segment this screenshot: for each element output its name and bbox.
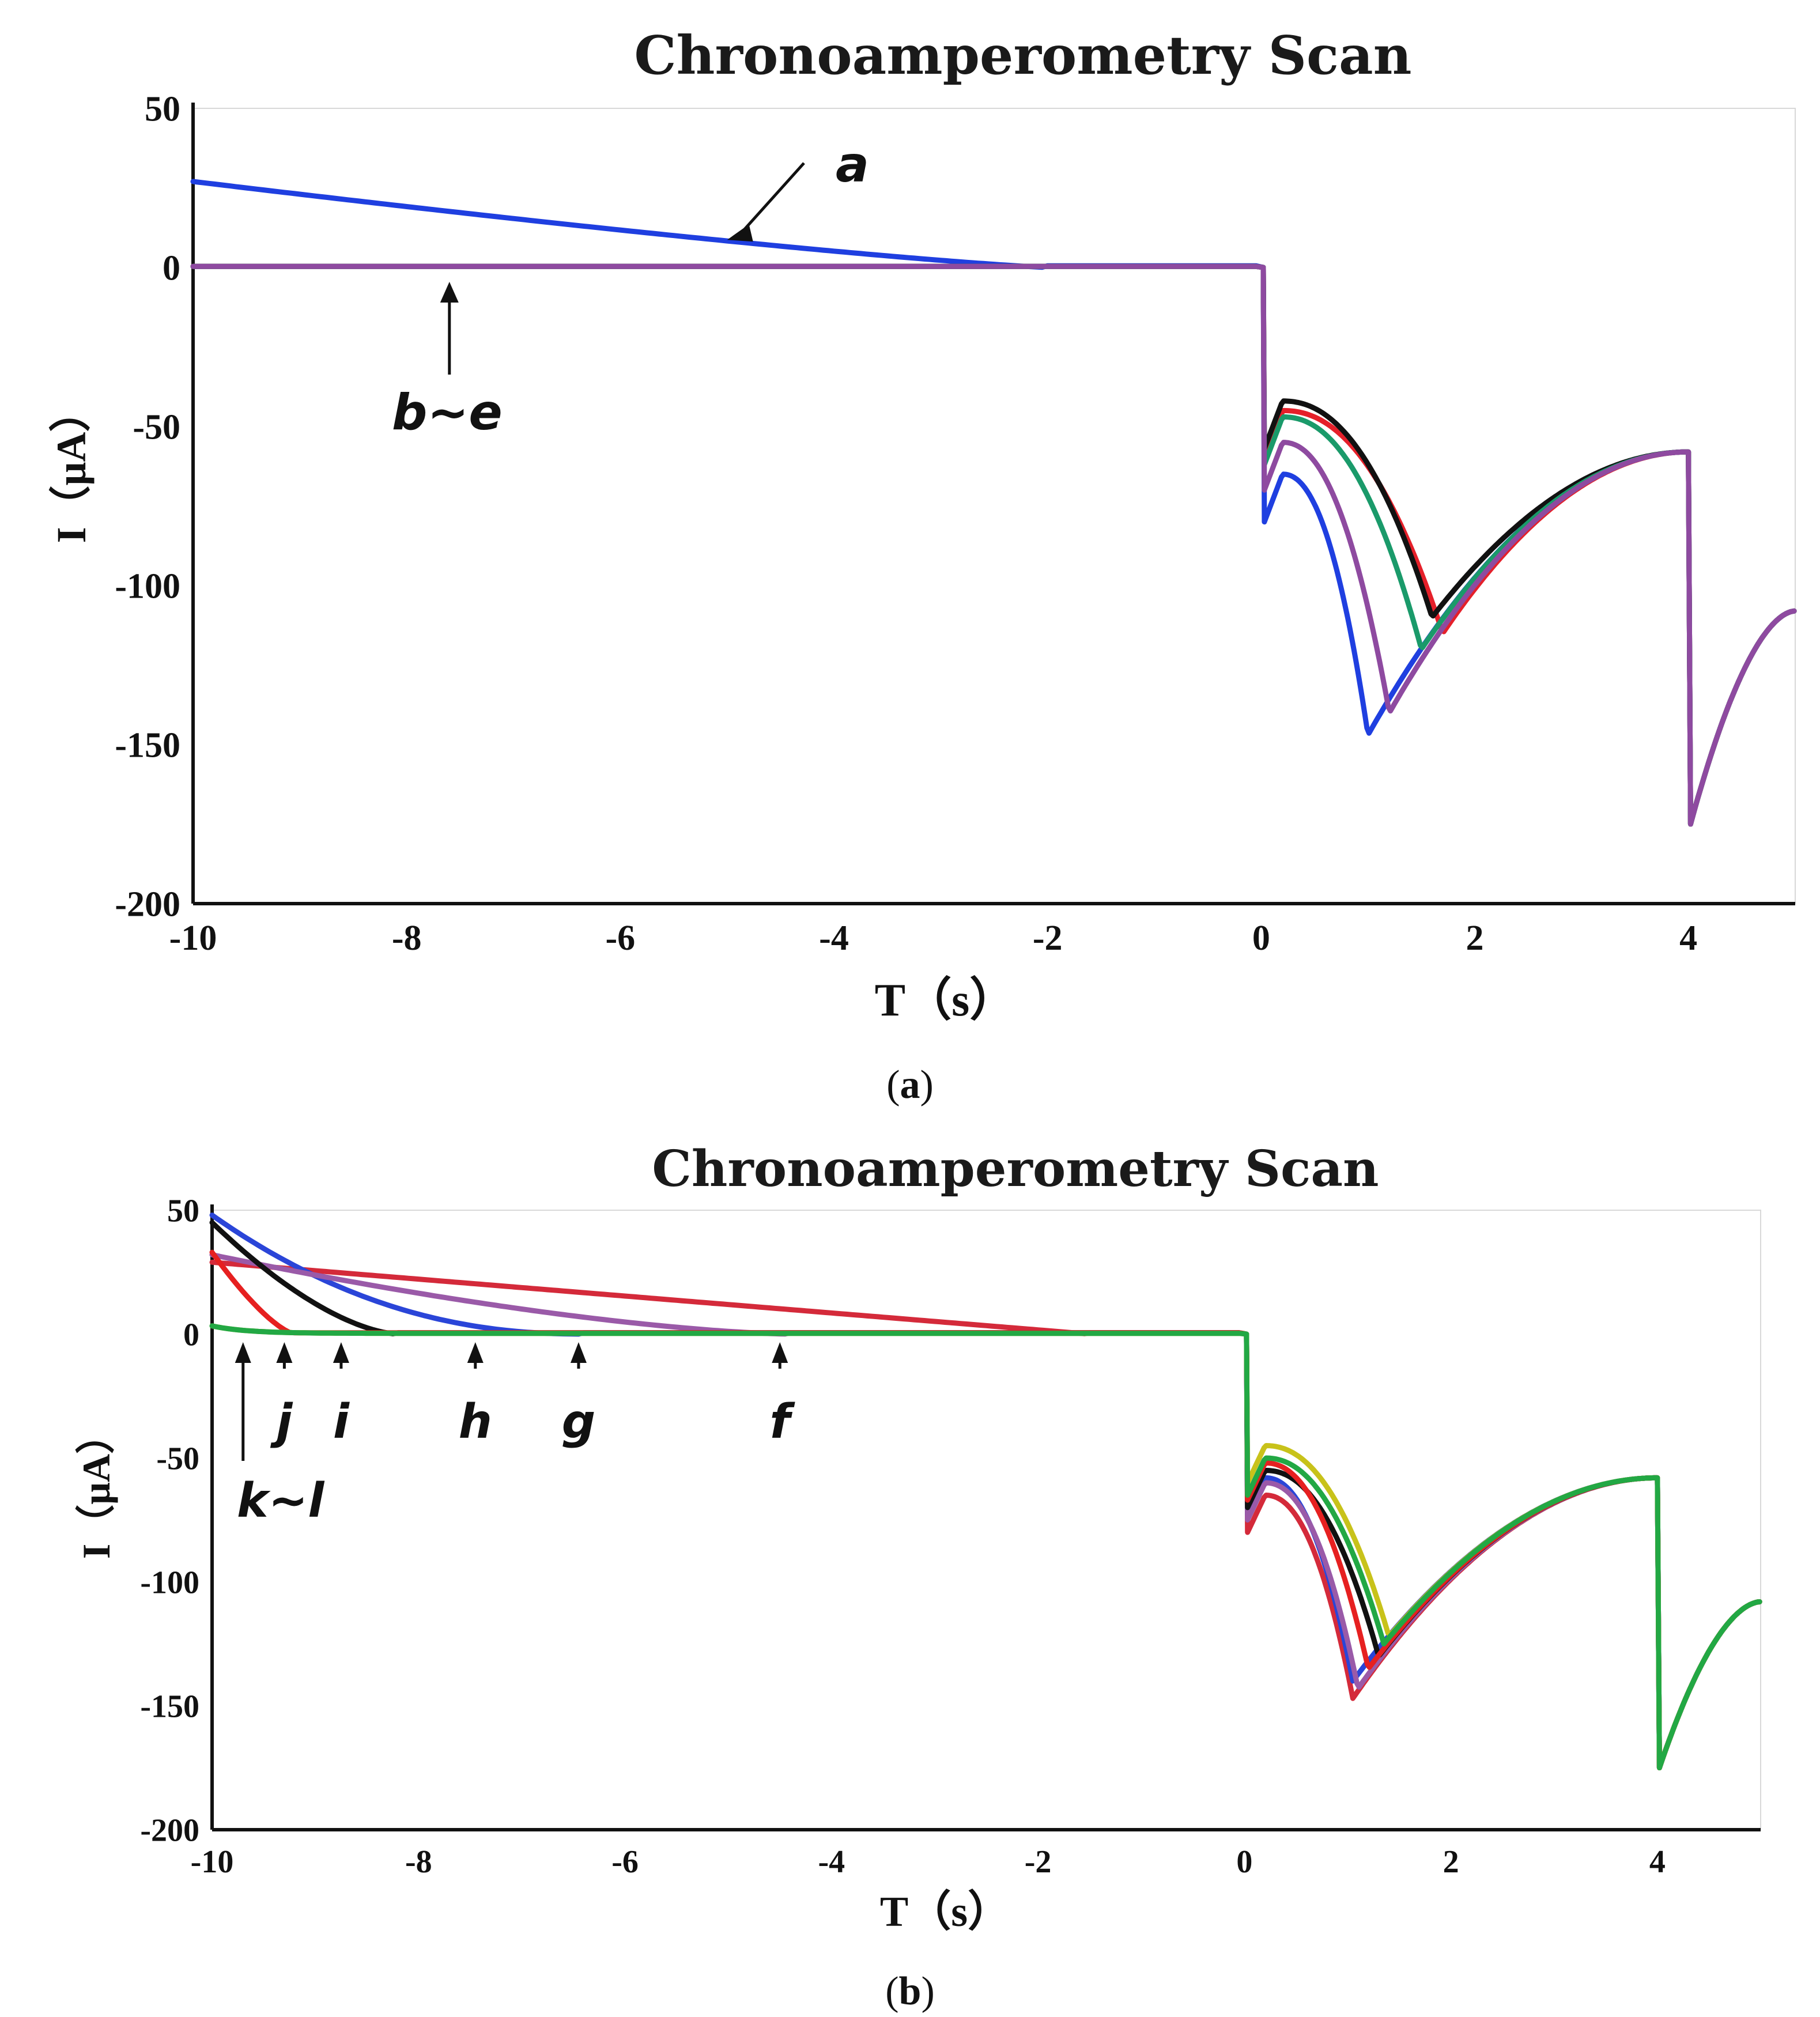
panel-b-title: Chronoamperometry Scan — [652, 1140, 1379, 1198]
plot-frame-light — [193, 108, 1796, 904]
y-tick-label: -200 — [140, 1813, 199, 1849]
series-line-b-e-2 — [190, 263, 1797, 827]
y-tick-label: -150 — [140, 1689, 199, 1725]
annotation-arrowhead-i — [333, 1342, 349, 1363]
annotation-arrowhead-f — [772, 1342, 788, 1363]
panel-b-caption: (b) — [885, 1969, 935, 2014]
annotation-label-g: g — [562, 1395, 596, 1449]
annotation-label-i: i — [333, 1395, 350, 1449]
y-tick-label: -50 — [133, 408, 180, 447]
annotation-label-k-l: k~l — [237, 1474, 325, 1528]
series-line-b-e-3 — [190, 263, 1797, 827]
x-tick-label: -6 — [611, 1844, 639, 1880]
annotation-arrowhead-g — [570, 1342, 587, 1363]
y-tick-label: 50 — [167, 1193, 199, 1229]
y-tick-label: -50 — [156, 1441, 199, 1477]
panel-b-caption-letter: b — [899, 1969, 922, 2014]
series-line-k-l-5 — [209, 1323, 1762, 1770]
annotation-arrowhead-h — [467, 1342, 484, 1363]
panel-b: Chronoamperometry Scan T（s） I（μA） -10 -8-… — [74, 1140, 1762, 2014]
x-tick-label: -6 — [606, 919, 636, 958]
x-tick-label: 4 — [1649, 1844, 1666, 1880]
annotation-label-j: j — [270, 1395, 293, 1449]
panel-a-ylabel: I（μA） — [48, 391, 95, 543]
x-tick-label: -8 — [405, 1844, 432, 1880]
annotation-label-a: a — [836, 136, 869, 194]
panel-a-xlabel: T（s） — [875, 975, 1016, 1026]
panel-b-xlabel: T（s） — [880, 1888, 1010, 1936]
series-line-b-e-4 — [190, 263, 1797, 827]
y-tick-label: 50 — [145, 90, 180, 129]
x-tick-label: 0 — [1252, 919, 1270, 958]
annotation-label-h: h — [459, 1395, 492, 1449]
panel-a-caption: (a) — [886, 1063, 934, 1107]
annotation-arrowhead-k-l — [235, 1342, 251, 1363]
annotation-arrow-a — [737, 162, 805, 237]
y-tick-label: -200 — [115, 885, 180, 924]
x-tick-label: 2 — [1466, 919, 1484, 958]
annotation-label-f: f — [769, 1395, 795, 1449]
annotation-arrowhead-j — [276, 1342, 293, 1363]
y-tick-label: 0 — [163, 249, 180, 288]
panel-b-ylabel: I（μA） — [74, 1415, 118, 1559]
series-line-j-4 — [209, 1249, 1762, 1770]
y-tick-label: 0 — [183, 1317, 199, 1353]
annotation-label-b-e: b~e — [392, 384, 503, 441]
x-tick-label: -4 — [819, 919, 849, 958]
x-tick-label: -2 — [1033, 919, 1063, 958]
x-tick-label: -10 — [191, 1844, 234, 1880]
x-tick-label: 4 — [1679, 919, 1697, 958]
x-tick-label: -4 — [818, 1844, 845, 1880]
series-line-k-l-6 — [209, 1323, 1762, 1770]
annotation-arrowhead-a — [727, 224, 753, 242]
panel-a-caption-letter: a — [900, 1063, 920, 1107]
x-tick-label: -10 — [169, 919, 217, 958]
x-tick-label: -8 — [392, 919, 422, 958]
panel-a-title: Chronoamperometry Scan — [634, 24, 1411, 86]
panel-a: Chronoamperometry Scan T（s） I（μA） -10 -8-… — [48, 24, 1797, 1107]
x-tick-label: -2 — [1025, 1844, 1052, 1880]
plot-frame-light — [212, 1210, 1761, 1830]
panel-a-plot-area: -10 -8 -6 -4 -2 0 2 4 50 0 -50 -100 -150 -200 a b~e — [115, 90, 1797, 958]
y-tick-label: -100 — [115, 567, 180, 606]
y-tick-label: -150 — [115, 726, 180, 765]
annotation-arrowhead-b-e — [440, 282, 459, 303]
series-line-i-3 — [209, 1220, 1762, 1770]
y-tick-label: -100 — [140, 1565, 199, 1601]
series-line-b-e-1 — [190, 263, 1797, 827]
panel-b-plot-area: -10 -8 -6 -4 -2 0 2 4 50 0 -50 -100 -150 -200 k~l j i h g f — [140, 1193, 1762, 1880]
x-tick-label: 0 — [1236, 1844, 1252, 1880]
x-tick-label: 2 — [1443, 1844, 1459, 1880]
